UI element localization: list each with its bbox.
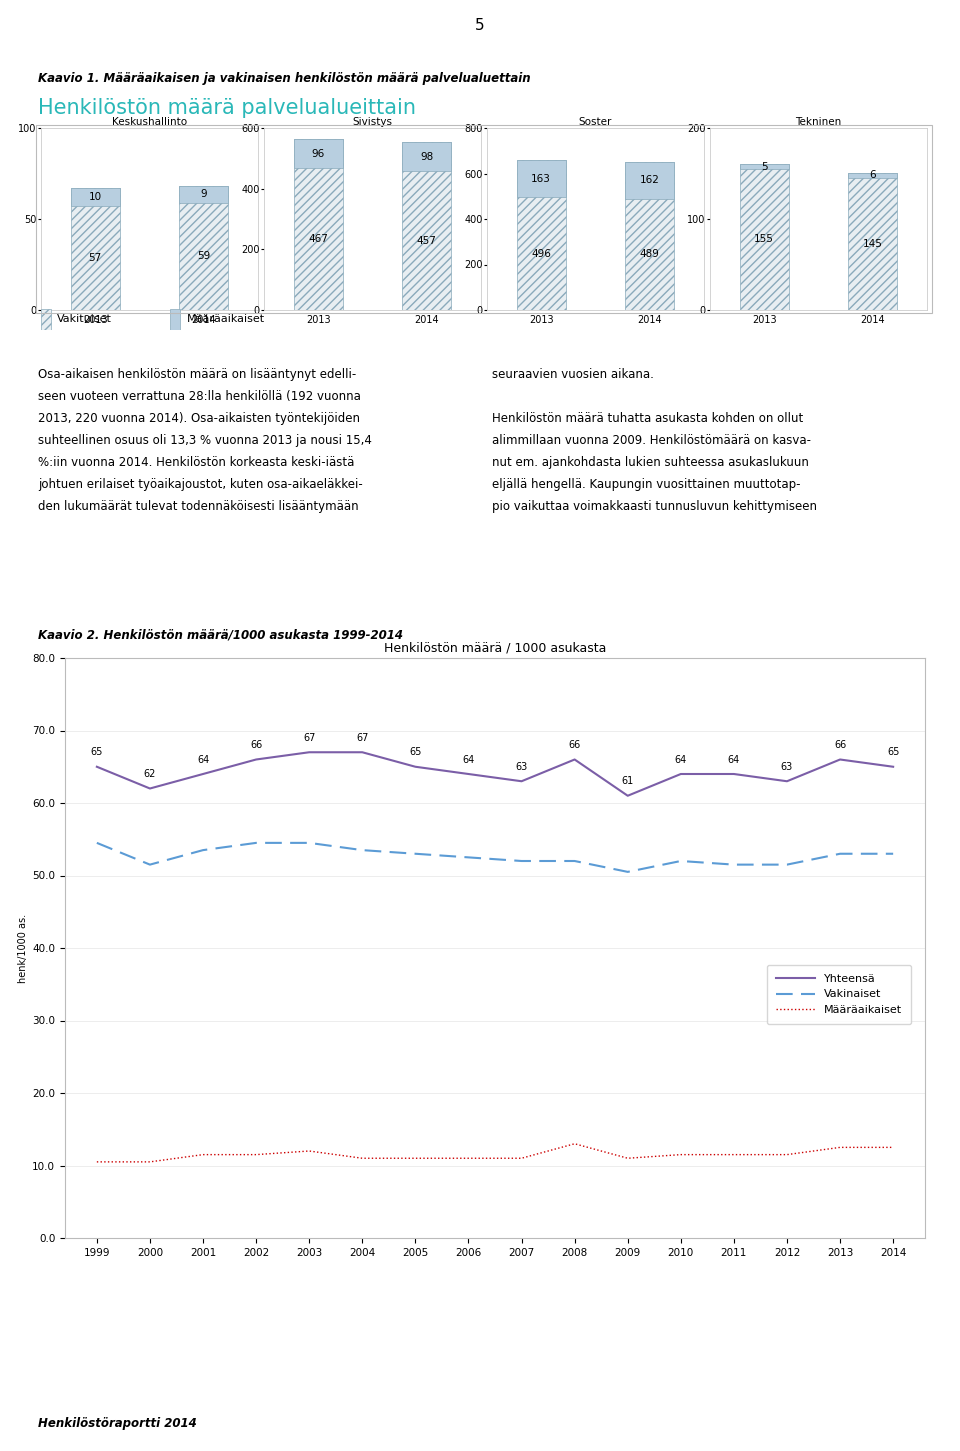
Text: 457: 457 xyxy=(417,235,437,245)
Text: 63: 63 xyxy=(516,762,528,772)
Bar xyxy=(180,186,228,311)
Text: alimmillaan vuonna 2009. Henkilöstömäärä on kasva-: alimmillaan vuonna 2009. Henkilöstömäärä… xyxy=(492,434,811,447)
Text: seen vuoteen verrattuna 28:lla henkilöllä (192 vuonna: seen vuoteen verrattuna 28:lla henkilöll… xyxy=(38,390,361,403)
Text: 61: 61 xyxy=(621,776,634,786)
Text: den lukumäärät tulevat todennäköisesti lisääntymään: den lukumäärät tulevat todennäköisesti l… xyxy=(38,501,359,514)
Text: 62: 62 xyxy=(144,769,156,779)
Text: eljällä hengellä. Kaupungin vuosittainen muuttotap-: eljällä hengellä. Kaupungin vuosittainen… xyxy=(492,477,801,490)
Text: Kaavio 2. Henkilöstön määrä/1000 asukasta 1999-2014: Kaavio 2. Henkilöstön määrä/1000 asukast… xyxy=(38,628,403,641)
Title: Henkilöstön määrä / 1000 asukasta: Henkilöstön määrä / 1000 asukasta xyxy=(384,641,606,654)
Y-axis label: henk/1000 as.: henk/1000 as. xyxy=(18,914,28,982)
Text: 67: 67 xyxy=(356,733,369,743)
Title: Sivistys: Sivistys xyxy=(352,118,393,128)
Text: 2013, 220 vuonna 2014). Osa-aikaisten työntekijöiden: 2013, 220 vuonna 2014). Osa-aikaisten ty… xyxy=(38,412,360,425)
Text: 64: 64 xyxy=(463,755,474,765)
Text: seuraavien vuosien aikana.: seuraavien vuosien aikana. xyxy=(492,369,654,382)
Text: 67: 67 xyxy=(303,733,316,743)
Text: 57: 57 xyxy=(88,252,102,263)
Text: 145: 145 xyxy=(863,239,883,250)
Bar xyxy=(40,309,51,329)
Text: 63: 63 xyxy=(780,762,793,772)
Text: 98: 98 xyxy=(420,151,433,161)
Text: 64: 64 xyxy=(197,755,209,765)
Text: 10: 10 xyxy=(88,192,102,202)
Text: 64: 64 xyxy=(728,755,740,765)
Text: 66: 66 xyxy=(568,740,581,750)
Text: Henkilöstön määrä palvelualueittain: Henkilöstön määrä palvelualueittain xyxy=(38,99,416,118)
Text: 66: 66 xyxy=(250,740,262,750)
Bar xyxy=(625,163,674,199)
Text: 64: 64 xyxy=(675,755,687,765)
Text: Vakituiset: Vakituiset xyxy=(58,315,112,325)
Text: 467: 467 xyxy=(308,234,328,244)
Text: 5: 5 xyxy=(475,17,485,33)
Bar xyxy=(516,160,565,311)
Bar xyxy=(402,142,451,311)
Text: 162: 162 xyxy=(640,176,660,186)
Text: 496: 496 xyxy=(531,248,551,258)
Text: 6: 6 xyxy=(870,170,876,180)
Text: 489: 489 xyxy=(640,250,660,260)
Bar xyxy=(170,309,180,329)
Text: Henkilöstöraportti 2014: Henkilöstöraportti 2014 xyxy=(38,1418,197,1431)
Text: 9: 9 xyxy=(201,190,207,199)
Text: pio vaikuttaa voimakkaasti tunnusluvun kehittymiseen: pio vaikuttaa voimakkaasti tunnusluvun k… xyxy=(492,501,817,514)
Text: %:iin vuonna 2014. Henkilöstön korkeasta keski-iästä: %:iin vuonna 2014. Henkilöstön korkeasta… xyxy=(38,456,354,469)
Bar xyxy=(625,163,674,311)
Text: 65: 65 xyxy=(90,747,103,757)
Bar xyxy=(71,189,120,311)
Text: Kaavio 1. Määräaikaisen ja vakinaisen henkilöstön määrä palvelualuettain: Kaavio 1. Määräaikaisen ja vakinaisen he… xyxy=(38,73,531,86)
Text: nut em. ajankohdasta lukien suhteessa asukaslukuun: nut em. ajankohdasta lukien suhteessa as… xyxy=(492,456,809,469)
Bar xyxy=(849,173,898,178)
Bar xyxy=(740,164,788,311)
Legend: Yhteensä, Vakinaiset, Määräaikaiset: Yhteensä, Vakinaiset, Määräaikaiset xyxy=(767,965,911,1024)
Bar xyxy=(516,160,565,197)
Text: suhteellinen osuus oli 13,3 % vuonna 2013 ja nousi 15,4: suhteellinen osuus oli 13,3 % vuonna 201… xyxy=(38,434,372,447)
Title: Tekninen: Tekninen xyxy=(796,118,842,128)
Bar xyxy=(180,186,228,203)
Bar xyxy=(740,164,788,168)
Bar xyxy=(402,142,451,171)
Text: 59: 59 xyxy=(197,251,210,261)
Text: 65: 65 xyxy=(887,747,900,757)
Bar xyxy=(71,189,120,206)
Text: Määräaikaiset: Määräaikaiset xyxy=(187,315,265,325)
Bar xyxy=(294,139,343,311)
Text: 155: 155 xyxy=(755,235,774,244)
Text: Henkilöstön määrä tuhatta asukasta kohden on ollut: Henkilöstön määrä tuhatta asukasta kohde… xyxy=(492,412,804,425)
Text: 65: 65 xyxy=(409,747,421,757)
Title: Soster: Soster xyxy=(579,118,612,128)
Bar xyxy=(849,173,898,311)
Title: Keskushallinto: Keskushallinto xyxy=(112,118,187,128)
Bar xyxy=(294,139,343,168)
Text: 96: 96 xyxy=(312,149,324,158)
Text: 163: 163 xyxy=(531,174,551,184)
Text: 5: 5 xyxy=(761,161,767,171)
Text: 66: 66 xyxy=(834,740,846,750)
Text: Osa-aikaisen henkilöstön määrä on lisääntynyt edelli-: Osa-aikaisen henkilöstön määrä on lisään… xyxy=(38,369,356,382)
Text: johtuen erilaiset työaikajoustot, kuten osa-aikaeläkkei-: johtuen erilaiset työaikajoustot, kuten … xyxy=(38,477,363,490)
